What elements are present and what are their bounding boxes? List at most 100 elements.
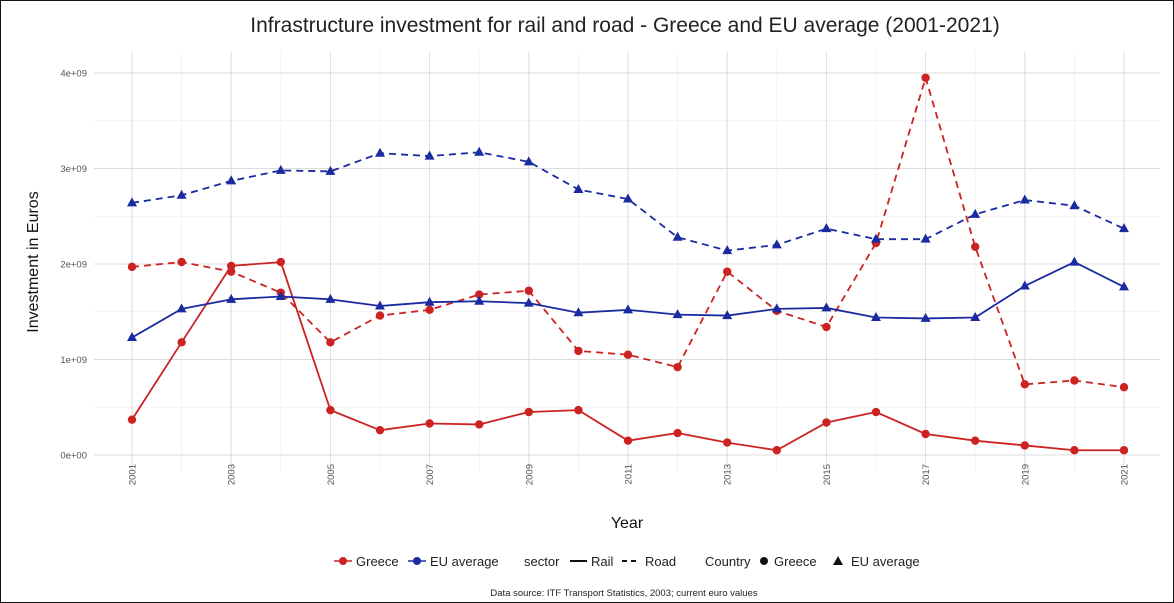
data-point-eu-average-rail	[920, 312, 931, 322]
data-point-eu-average-road	[127, 197, 137, 207]
series-line-eu-average-road	[131, 151, 1125, 252]
data-point-eu-average-rail	[127, 332, 137, 342]
data-point-eu-average-road	[871, 233, 881, 243]
data-point-eu-average-rail	[623, 304, 633, 314]
data-point-greece-rail	[623, 436, 633, 445]
data-point-eu-average-road	[275, 164, 286, 174]
data-point-eu-average-rail	[672, 309, 683, 319]
data-point-eu-average-road	[722, 245, 733, 255]
data-point-eu-average-rail	[275, 290, 286, 300]
data-point-eu-average-rail	[325, 293, 336, 303]
data-point-eu-average-rail	[424, 296, 435, 306]
data-point-eu-average-road	[176, 189, 187, 199]
data-point-eu-average-road	[623, 193, 633, 203]
data-point-eu-average-rail	[176, 303, 187, 313]
data-point-greece-rail	[127, 415, 137, 424]
data-point-greece-road	[574, 346, 583, 356]
data-point-greece-rail	[475, 420, 484, 429]
legend-item-country-greece: Greece	[760, 554, 817, 569]
legend-label-country-greece: Greece	[774, 554, 817, 569]
data-point-greece-road	[623, 350, 633, 359]
data-point-greece-rail	[375, 425, 385, 435]
data-point-greece-road	[1020, 380, 1029, 389]
data-point-greece-rail	[871, 407, 881, 417]
legend-label-eu-average: EU average	[430, 554, 499, 569]
x-tick-label: 2007	[425, 464, 436, 485]
data-point-eu-average-road	[375, 147, 385, 157]
data-point-greece-road	[723, 267, 732, 276]
legend-item-country-eu-average: EU average	[833, 554, 920, 569]
data-point-greece-road	[326, 338, 335, 347]
grid-layer	[94, 52, 1160, 472]
x-tick-label: 2003	[227, 464, 238, 485]
data-point-eu-average-rail	[474, 295, 485, 305]
data-point-greece-rail	[772, 446, 781, 455]
data-point-greece-rail	[971, 436, 980, 445]
data-point-greece-road	[475, 290, 484, 299]
x-tick-label: 2021	[1120, 464, 1131, 485]
data-point-greece-rail	[723, 438, 732, 447]
y-tick-label: 4e+09	[60, 69, 87, 80]
data-point-greece-road	[227, 267, 236, 276]
data-point-eu-average-road	[325, 165, 336, 175]
data-point-eu-average-road	[821, 223, 832, 233]
data-point-greece-road	[425, 305, 434, 315]
data-source-caption: Data source: ITF Transport Statistics, 2…	[490, 588, 757, 599]
x-tick-label: 2013	[723, 464, 734, 485]
x-axis-title: Year	[611, 515, 644, 532]
data-point-eu-average-road	[424, 150, 435, 160]
data-point-eu-average-rail	[722, 310, 733, 320]
legend-label-rail: Rail	[591, 554, 614, 569]
data-point-greece-rail	[276, 257, 285, 267]
data-point-greece-rail	[177, 338, 186, 347]
data-point-greece-road	[524, 286, 533, 295]
data-point-greece-rail	[1119, 446, 1129, 455]
data-point-greece-rail	[425, 419, 434, 428]
legend-item-eu-average-colour: EU average	[408, 554, 499, 569]
data-point-eu-average-rail	[821, 302, 832, 312]
data-point-eu-average-rail	[871, 311, 881, 321]
x-tick-label: 2011	[624, 464, 635, 484]
x-tick-label: 2009	[524, 464, 535, 485]
legend-label-road: Road	[645, 554, 676, 569]
legend-title-country: Country	[705, 554, 751, 569]
legend-label-country-eu-average: EU average	[851, 554, 920, 569]
data-point-eu-average-road	[672, 231, 683, 241]
legend-item-road: Road	[622, 554, 676, 569]
x-tick-label: 2017	[921, 464, 932, 485]
data-point-greece-rail	[574, 405, 583, 415]
data-point-eu-average-rail	[375, 300, 385, 310]
data-point-eu-average-road	[771, 239, 782, 249]
x-tick-label: 2001	[128, 464, 139, 485]
y-tick-label: 0e+00	[60, 451, 87, 462]
data-point-greece-road	[822, 322, 831, 332]
x-tick-label: 2019	[1020, 464, 1031, 485]
chart-title: Infrastructure investment for rail and r…	[250, 14, 999, 37]
y-axis-title: Investment in Euros	[25, 191, 42, 332]
data-point-eu-average-rail	[771, 303, 782, 313]
data-point-greece-road	[1070, 376, 1079, 385]
data-point-eu-average-rail	[1069, 256, 1080, 266]
data-point-greece-road	[127, 262, 137, 272]
data-point-greece-road	[177, 257, 186, 267]
data-point-greece-road	[971, 242, 980, 252]
data-point-greece-rail	[326, 405, 335, 415]
data-point-eu-average-road	[1019, 194, 1030, 204]
x-tick-label: 2005	[326, 464, 337, 485]
data-point-greece-road	[673, 362, 682, 372]
data-point-greece-road	[921, 73, 930, 82]
data-point-greece-rail	[822, 418, 831, 427]
y-tick-label: 1e+09	[60, 355, 87, 366]
y-tick-label: 2e+09	[60, 260, 87, 271]
data-point-greece-road	[1119, 382, 1129, 392]
tick-layer: 0e+00 1e+09 2e+09 3e+09 4e+09 2001 2003 2005 200…	[60, 69, 1130, 486]
marker-layer	[127, 73, 1129, 455]
data-point-eu-average-rail	[523, 297, 534, 307]
data-point-greece-rail	[1020, 441, 1029, 450]
legend-item-greece-colour: Greece	[334, 554, 399, 569]
data-point-eu-average-rail	[970, 311, 981, 321]
legend-item-rail: Rail	[570, 554, 614, 569]
legend-label-greece: Greece	[356, 554, 399, 569]
data-point-greece-rail	[921, 429, 930, 439]
